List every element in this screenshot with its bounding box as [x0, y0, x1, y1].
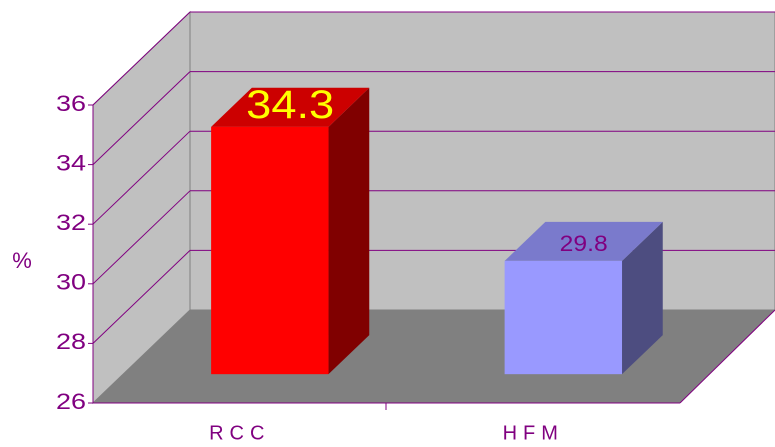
bar-top — [504, 221, 663, 261]
y-tick-label: 32 — [56, 210, 86, 235]
y-tick-label: 36 — [56, 91, 86, 116]
x-axis-depth — [679, 309, 775, 404]
value-label: 34.3 — [246, 83, 334, 127]
x-tick-label: RCC — [209, 422, 270, 444]
value-label: 29.8 — [560, 231, 608, 256]
y-tick-label: 30 — [56, 270, 86, 295]
grid-line — [92, 190, 191, 285]
grid-line — [92, 130, 191, 225]
grid-line — [92, 71, 191, 165]
y-tick-label: 34 — [56, 150, 86, 175]
bar-side — [622, 221, 663, 375]
y-tick-label: 28 — [56, 329, 86, 354]
y-axis-label: % — [12, 248, 32, 273]
bar-top — [211, 87, 370, 127]
bar — [504, 260, 623, 375]
grid-line — [92, 11, 191, 106]
bar — [211, 126, 329, 375]
grid-line — [92, 250, 191, 344]
bar-side — [328, 87, 370, 375]
floor — [93, 310, 775, 403]
y-tick-label: 26 — [56, 389, 86, 414]
x-tick-label: HFM — [503, 422, 564, 444]
